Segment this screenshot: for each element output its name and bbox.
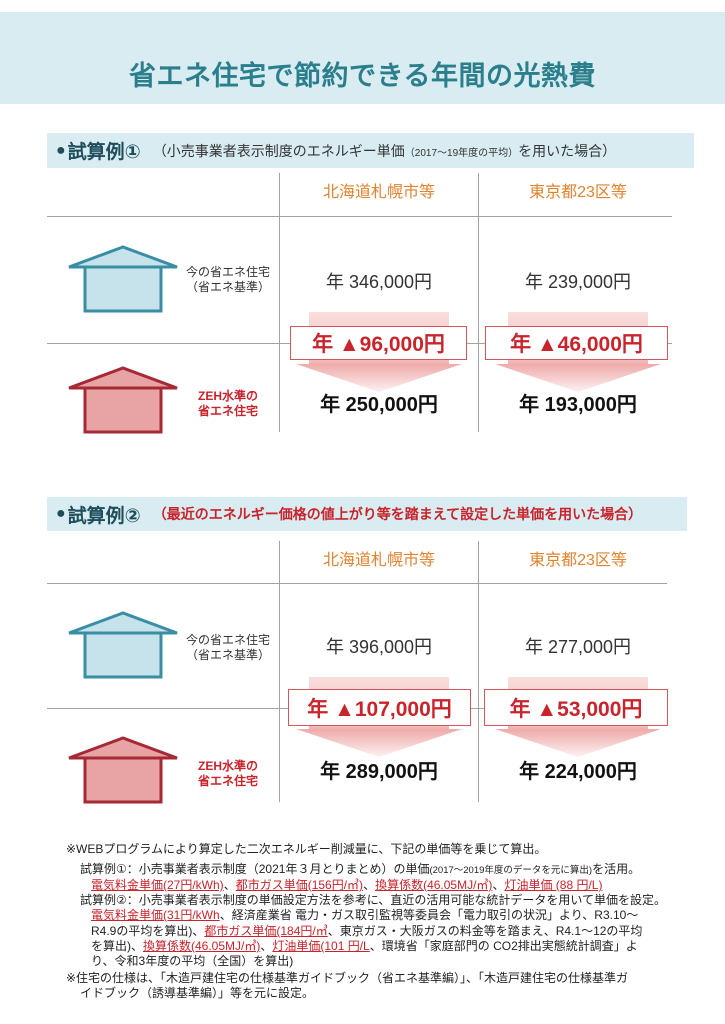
savings-sapporo: 年 ▲96,000円 — [290, 326, 467, 360]
row-label-line: （省エネ基準） — [185, 648, 270, 662]
column-header-tokyo: 東京都23区等 — [529, 184, 627, 201]
section-2-condition: （最近のエネルギー価格の値上がり等を踏まえて設定した単価を用いた場合） — [152, 506, 643, 522]
section-2-header: ● 試算例② （最近のエネルギー価格の値上がり等を踏まえて設定した単価を用いた場… — [47, 497, 687, 531]
table-divider — [279, 173, 280, 432]
conversion-factor: 換算係数(46.05MJ/㎥) — [375, 878, 493, 892]
house-body — [83, 631, 163, 679]
condition-period: （2017～19年度の平均） — [404, 147, 519, 159]
row-label-line: 今の省エネ住宅 — [185, 633, 270, 647]
separator: 、 — [223, 878, 236, 892]
cost-current-tokyo: 年 239,000円 — [524, 272, 632, 292]
column-header-sapporo: 北海道札幌市等 — [322, 184, 435, 201]
house-blue-icon — [68, 245, 178, 313]
footnote-text: 試算例②：小売事業者表示制度の単価設定方法を参考に、直近の活用可能な統計データを… — [80, 893, 667, 907]
savings-tokyo: 年 ▲46,000円 — [485, 326, 668, 360]
footnote-text: 、経済産業省 電力・ガス取引監視等委員会「電力取引の状況」より、R3.10～ — [219, 908, 639, 922]
bullet-icon: ● — [56, 141, 66, 159]
footnote-case-1-rates: 電気料金単価(27円/kWh) 、 都市ガス単価(156円/㎥) 、 換算係数(… — [91, 877, 602, 893]
bullet-icon: ● — [56, 505, 66, 522]
house-body — [83, 265, 163, 313]
footnote-housing-spec: ※住宅の仕様は、「木造戸建住宅の仕様基準ガイドブック（省エネ基準編）」、「木造戸… — [66, 970, 628, 986]
electricity-rate: 電気料金単価(31円/kWh — [91, 908, 220, 922]
footnote-small-text: (2017～2019年度のデータを元に算出) — [429, 865, 593, 876]
cost-zeh-sapporo: 年 250,000円 — [320, 394, 438, 416]
footnote-housing-spec-cont: イドブック（誘導基準編）」等を元に設定。 — [80, 985, 314, 1001]
table-divider — [279, 541, 280, 802]
row-label-line: 省エネ住宅 — [197, 774, 258, 788]
house-body — [83, 756, 163, 804]
cost-zeh-tokyo: 年 224,000円 — [519, 761, 637, 783]
separator: 、 — [363, 878, 376, 892]
separator: 、 — [492, 878, 505, 892]
footnote-text: ※住宅の仕様は、「木造戸建住宅の仕様基準ガイドブック（省エネ基準編）」、「木造戸… — [66, 971, 629, 985]
footnote-text: を活用。 — [592, 862, 641, 876]
row-label-zeh: ZEH水準の 省エネ住宅 — [176, 389, 280, 419]
footnote-case-2-rates-2: R4.9の平均を算出)、 都市ガス単価(184円/㎥ 、東京ガス・大阪ガスの料金… — [91, 923, 642, 939]
table-divider — [47, 583, 667, 584]
table-divider — [478, 541, 479, 802]
footnote-text: ※WEBプログラムにより算定した二次エネルギー削減量に、下記の単価等を乗じて算出… — [66, 842, 547, 856]
city-gas-rate: 都市ガス単価(156円/㎥) — [235, 878, 364, 892]
cost-current-sapporo: 年 346,000円 — [325, 272, 433, 292]
cost-current-sapporo: 年 396,000円 — [325, 637, 433, 657]
house-blue-icon — [68, 611, 178, 679]
cost-zeh-tokyo: 年 193,000円 — [519, 394, 637, 416]
footnote-text: R4.9の平均を算出)、 — [91, 924, 205, 938]
section-2-label: 試算例② — [67, 505, 141, 527]
house-body — [83, 386, 163, 434]
footnote-text: 、東京ガス・大阪ガスの料金等を踏まえ、R4.1～12の平均 — [327, 924, 643, 938]
footnote-case-2-rates-3: を算出)、 換算係数(46.05MJ/㎥) 、 灯油単価(101 円/L 、環境… — [91, 938, 638, 954]
row-label-line: 省エネ住宅 — [197, 404, 258, 418]
kerosene-rate: 灯油単価(101 円/L — [272, 939, 370, 953]
footnote-case-2-rates-1: 電気料金単価(31円/kWh 、経済産業省 電力・ガス取引監視等委員会「電力取引… — [91, 907, 638, 923]
column-header-sapporo: 北海道札幌市等 — [322, 552, 435, 569]
savings-tokyo: 年 ▲53,000円 — [484, 689, 668, 726]
title-banner: 省エネ住宅で節約できる年間の光熱費 — [0, 12, 725, 104]
row-label-current: 今の省エネ住宅 （省エネ基準） — [176, 633, 280, 663]
footnote-text: を算出)、 — [91, 939, 143, 953]
electricity-rate: 電気料金単価(27円/kWh) — [91, 878, 224, 892]
row-label-zeh: ZEH水準の 省エネ住宅 — [176, 759, 280, 789]
column-header-tokyo: 東京都23区等 — [529, 552, 627, 569]
row-label-current: 今の省エネ住宅 （省エネ基準） — [176, 265, 280, 295]
condition-text: （小売事業者表示制度のエネルギー単価 — [152, 142, 405, 159]
house-roof — [68, 611, 178, 635]
section-1-label: 試算例① — [67, 142, 141, 163]
row-label-line: （省エネ基準） — [185, 280, 270, 294]
footnote-calculation: ※WEBプログラムにより算定した二次エネルギー削減量に、下記の単価等を乗じて算出… — [66, 841, 546, 857]
table-divider — [478, 173, 479, 432]
savings-sapporo: 年 ▲107,000円 — [288, 689, 471, 726]
row-label-line: ZEH水準の — [197, 759, 258, 773]
section-1-header: ● 試算例① （小売事業者表示制度のエネルギー単価（2017～19年度の平均）を… — [47, 133, 694, 168]
cost-zeh-sapporo: 年 289,000円 — [320, 761, 438, 783]
page-title: 省エネ住宅で節約できる年間の光熱費 — [129, 61, 596, 91]
table-divider — [47, 216, 672, 217]
cost-current-tokyo: 年 277,000円 — [524, 637, 632, 657]
footnote-text: 試算例①：小売事業者表示制度（2021年３月とりまとめ）の単価 — [80, 862, 430, 876]
footnote-case-2: 試算例②：小売事業者表示制度の単価設定方法を参考に、直近の活用可能な統計データを… — [80, 892, 666, 908]
footnote-case-2-rates-4: り、令和3年度の平均（全国）を算出) — [91, 953, 293, 969]
kerosene-rate: 灯油単価 (88 円/L) — [504, 878, 603, 892]
house-roof — [68, 736, 178, 760]
footnote-text: り、令和3年度の平均（全国）を算出) — [91, 954, 294, 968]
house-roof — [68, 366, 178, 390]
conversion-factor: 換算係数(46.05MJ/㎥) — [143, 939, 261, 953]
house-red-icon — [68, 736, 178, 804]
footnote-text: 、環境省「家庭部門の CO2排出実態統計調査」よ — [369, 939, 638, 953]
footnote-case-1: 試算例①：小売事業者表示制度（2021年３月とりまとめ）の単価 (2017～20… — [80, 861, 640, 877]
separator: 、 — [260, 939, 273, 953]
house-red-icon — [68, 366, 178, 434]
house-roof — [68, 245, 178, 269]
footnote-text: イドブック（誘導基準編）」等を元に設定。 — [80, 986, 315, 1000]
city-gas-rate: 都市ガス単価(184円/㎥ — [204, 924, 328, 938]
condition-text-end: を用いた場合） — [518, 142, 617, 159]
row-label-line: 今の省エネ住宅 — [185, 265, 270, 279]
row-label-line: ZEH水準の — [197, 389, 258, 403]
section-1-condition: （小売事業者表示制度のエネルギー単価（2017～19年度の平均）を用いた場合） — [153, 141, 616, 161]
